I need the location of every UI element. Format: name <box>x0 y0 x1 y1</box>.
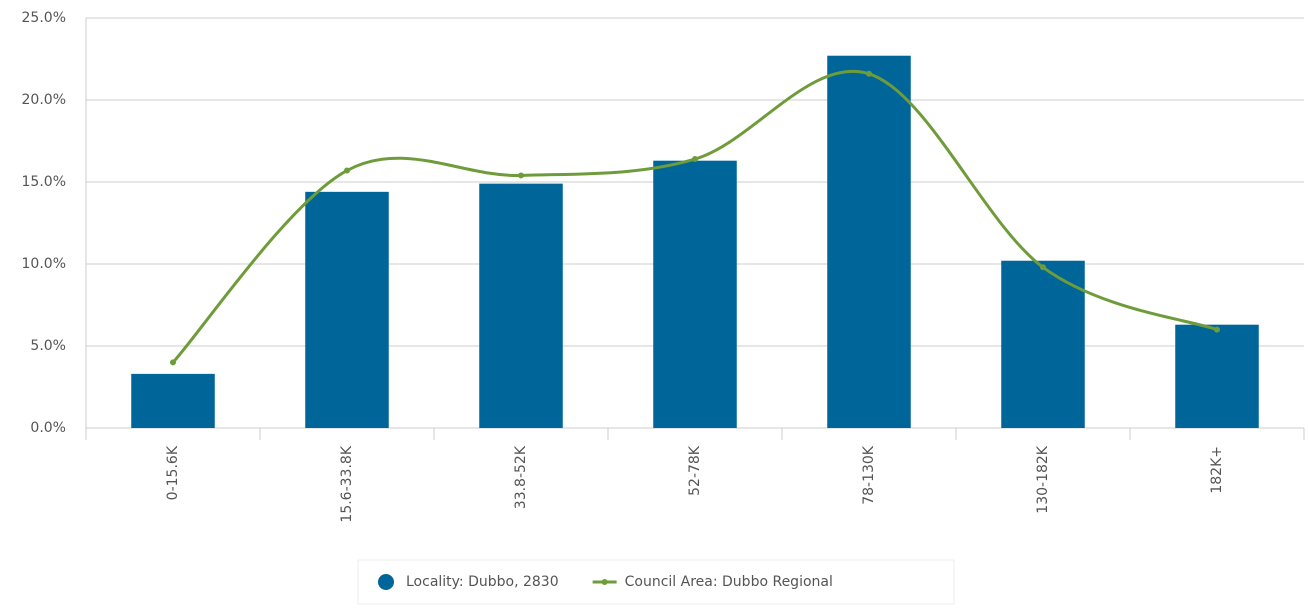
legend-label: Locality: Dubbo, 2830 <box>406 574 559 590</box>
bar <box>1001 260 1085 428</box>
line-point <box>170 359 176 366</box>
y-tick-label: 20.0% <box>22 92 66 108</box>
bar <box>131 373 215 428</box>
legend-label: Council Area: Dubbo Regional <box>625 574 833 590</box>
line-point <box>1040 264 1046 271</box>
y-tick-label: 10.0% <box>22 256 66 272</box>
legend-marker <box>378 574 394 590</box>
line-point <box>1214 326 1220 333</box>
bar <box>827 55 911 428</box>
legend-box <box>357 559 955 605</box>
legend-marker <box>601 579 608 585</box>
bar <box>479 183 563 428</box>
bar <box>653 160 737 428</box>
y-tick-label: 5.0% <box>30 338 66 354</box>
x-tick-label: 33.8-52K <box>513 445 529 509</box>
y-tick-label: 25.0% <box>22 10 66 26</box>
x-tick-label: 78-130K <box>861 445 877 505</box>
x-tick-label: 52-78K <box>687 445 703 496</box>
x-tick-label: 182K+ <box>1209 446 1225 494</box>
x-tick-label: 130-182K <box>1035 445 1051 513</box>
bar <box>1175 324 1259 428</box>
line-point <box>344 167 350 174</box>
x-tick-label: 15.6-33.8K <box>339 445 355 522</box>
line-point <box>866 70 872 77</box>
y-tick-label: 0.0% <box>30 420 66 436</box>
y-tick-label: 15.0% <box>22 174 66 190</box>
line-point <box>518 172 524 179</box>
bar <box>305 191 389 428</box>
x-tick-label: 0-15.6K <box>165 445 181 500</box>
line-point <box>692 156 698 163</box>
